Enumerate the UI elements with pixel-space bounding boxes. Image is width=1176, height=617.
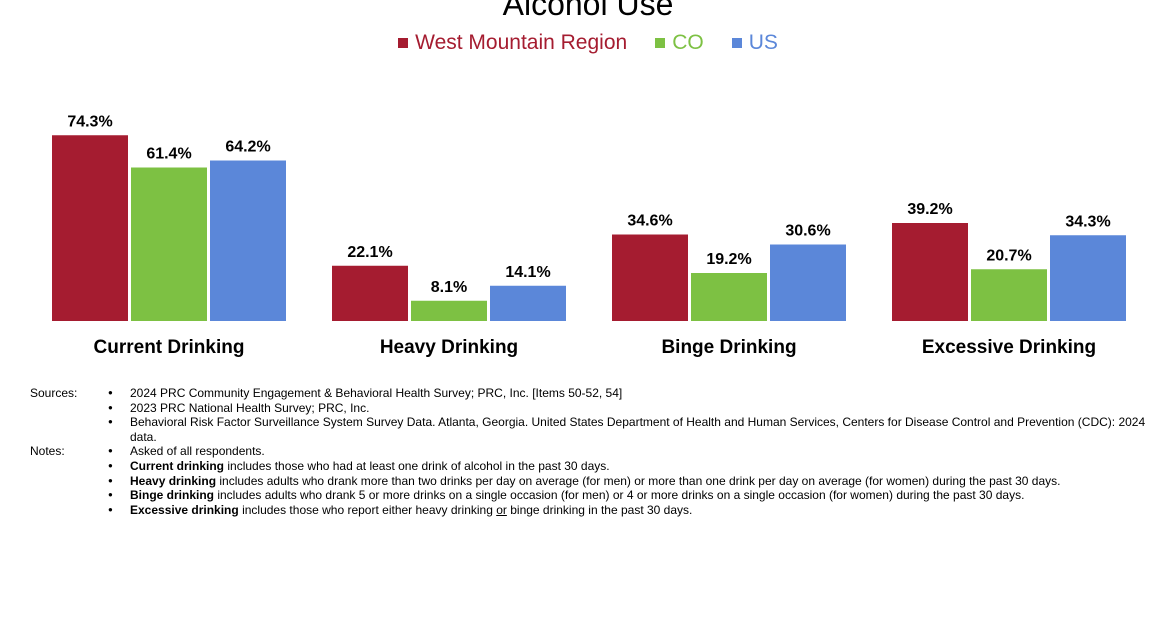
data-label: 61.4% [146,146,191,163]
category-label: Heavy Drinking [380,337,518,358]
data-label: 22.1% [347,244,392,261]
bullet-icon: ● [108,388,113,397]
note-item: Notes: ● Asked of all respondents. [30,444,1150,459]
note-text: Binge drinking includes adults who drank… [130,488,1150,503]
note-body: Asked of all respondents. [130,444,265,459]
category-label: Current Drinking [94,337,245,358]
bar [770,244,846,321]
note-term: Current drinking [130,458,225,473]
data-label: 20.7% [986,247,1031,264]
legend-swatch [655,38,666,48]
note-item: ● Excessive drinking includes those who r… [30,503,1150,518]
legend-item: West Mountain Region [398,30,627,56]
note-term: Binge drinking [130,488,214,503]
bar [691,273,767,321]
bar [612,234,688,321]
source-item: ● Behavioral Risk Factor Surveillance Sys… [30,415,1150,444]
bullet-icon: ● [108,446,113,456]
legend-item: US [731,30,778,56]
legend: West Mountain Region CO US [0,30,1176,56]
legend-label: West Mountain Region [415,31,628,54]
note-item: ● Current drinking includes those who had… [30,459,1150,474]
note-text: Excessive drinking includes those who re… [130,503,1150,518]
note-heading [30,459,108,474]
note-item: ● Heavy drinking includes adults who dran… [30,474,1150,489]
chart-title: Alcohol Use [502,0,674,22]
note-body: binge drinking in the past 30 days. [506,502,693,517]
bullet-icon: ● [108,417,113,427]
legend-item: CO [655,30,704,56]
note-emphasis: or [496,502,507,517]
bar-chart: 74.3% 61.4% 64.2% Current Drinking 22.1% 8.1%… [52,113,1126,358]
data-label: 30.6% [785,223,830,240]
note-body: includes those who had at least one drin… [224,458,610,473]
data-label: 14.1% [505,264,550,281]
bar [1050,235,1126,321]
bar [411,300,487,321]
data-label: 34.6% [627,213,672,230]
note-text: Behavioral Risk Factor Surveillance Syst… [130,415,1146,444]
note-text: Current drinking includes those who had … [130,459,1150,474]
data-label: 74.3% [67,113,112,130]
source-item: Sources: ● 2024 PRC Community Engagement &… [30,386,1150,401]
note-heading [30,401,108,416]
note-heading: Sources: [30,386,78,400]
bar [490,285,566,321]
legend-swatch [398,38,409,48]
legend-label: US [748,31,778,54]
notes-section: Sources: ● 2024 PRC Community Engagement &… [30,386,1150,517]
note-item: ● Binge drinking includes adults who dran… [30,488,1150,503]
bar [210,160,286,321]
note-text: 2023 PRC National Health Survey; PRC, In… [130,400,370,415]
note-heading [30,503,108,518]
note-text: Asked of all respondents. [130,444,1150,459]
note-body: includes adults who drank more than two … [216,473,1061,488]
data-label: 8.1% [431,279,467,296]
category-label: Binge Drinking [661,337,796,358]
bar [892,223,968,321]
data-label: 34.3% [1065,213,1110,230]
data-label: 64.2% [225,139,270,156]
note-heading: Notes: [30,444,65,459]
note-body: includes adults who drank 5 or more drin… [214,488,1025,503]
note-heading [30,488,108,503]
note-text: Heavy drinking includes adults who drank… [130,474,1150,489]
legend-swatch [731,38,742,48]
data-label: 19.2% [706,251,751,268]
category-label: Excessive Drinking [922,337,1096,358]
note-text: 2024 PRC Community Engagement & Behavior… [130,386,623,400]
bullet-icon: ● [108,504,113,514]
bar [52,135,128,321]
note-heading [30,474,108,489]
bullet-icon: ● [108,402,113,412]
bullet-icon: ● [108,490,113,500]
note-body: includes those who report either heavy d… [238,502,497,517]
bar [131,167,207,321]
note-term: Excessive drinking [130,502,239,517]
bar [971,269,1047,321]
bullet-icon: ● [108,460,113,470]
bar [332,265,408,321]
source-item: ● 2023 PRC National Health Survey; PRC, I… [30,401,1150,416]
data-label: 39.2% [907,201,952,218]
note-term: Heavy drinking [130,473,217,488]
bullet-icon: ● [108,475,113,485]
note-heading [30,415,108,444]
legend-label: CO [672,31,704,54]
